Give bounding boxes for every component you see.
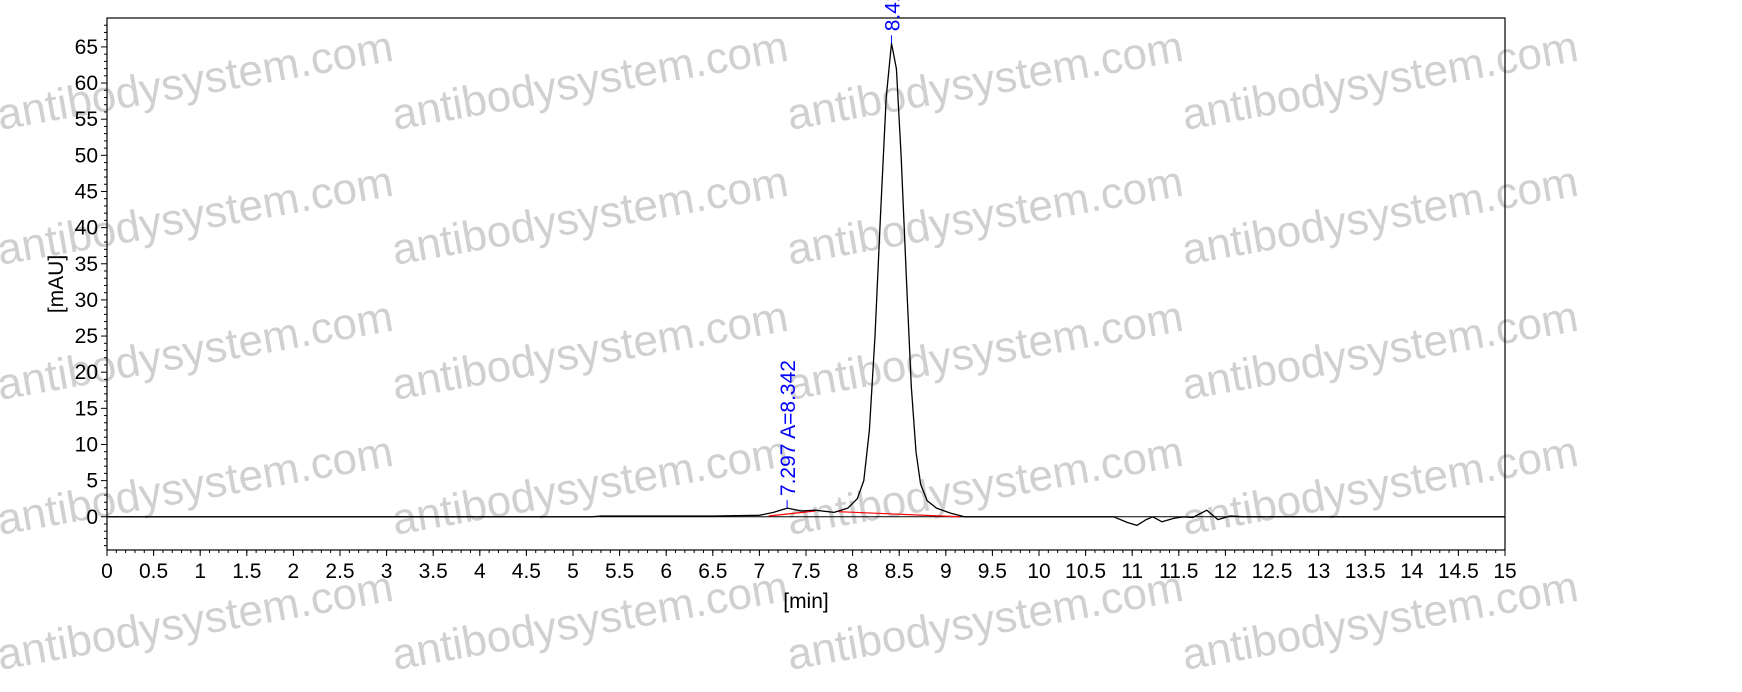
x-tick-label: 4 xyxy=(474,560,486,583)
watermark-text: antibodysystem.com xyxy=(1178,22,1581,140)
x-tick-label: 12.5 xyxy=(1252,560,1293,583)
y-tick-label: 0 xyxy=(86,506,98,529)
y-axis-label: [mAU] xyxy=(45,255,68,313)
watermark-text: antibodysystem.com xyxy=(388,427,791,545)
x-tick-label: 14 xyxy=(1400,560,1424,583)
y-tick-label: 45 xyxy=(75,180,98,203)
watermark-text: antibodysystem.com xyxy=(783,157,1186,275)
x-tick-label: 3.5 xyxy=(419,560,448,583)
x-tick-label: 11 xyxy=(1121,560,1143,583)
x-tick-label: 7 xyxy=(754,560,766,583)
x-tick-label: 12 xyxy=(1214,560,1237,583)
y-tick-label: 20 xyxy=(75,361,98,384)
x-tick-label: 14.5 xyxy=(1438,560,1479,583)
x-tick-label: 1.5 xyxy=(232,560,261,583)
x-tick-label: 6 xyxy=(660,560,672,583)
x-tick-label: 0.5 xyxy=(139,560,168,583)
x-tick-label: 5.5 xyxy=(605,560,634,583)
peak-label: 7.297 A=8.342 xyxy=(777,360,800,496)
x-tick-label: 5 xyxy=(567,560,579,583)
x-tick-label: 4.5 xyxy=(512,560,541,583)
x-tick-label: 3 xyxy=(381,560,393,583)
y-tick-label: 5 xyxy=(86,470,98,493)
y-tick-label: 40 xyxy=(75,217,98,240)
x-tick-label: 10.5 xyxy=(1065,560,1106,583)
y-tick-label: 35 xyxy=(75,253,98,276)
watermark-text: antibodysystem.com xyxy=(388,22,791,140)
y-tick-label: 60 xyxy=(75,72,98,95)
y-tick-label: 30 xyxy=(75,289,98,312)
peak-label: 8.417 A=1016.960 xyxy=(881,0,904,31)
watermark-text: antibodysystem.com xyxy=(388,157,791,275)
watermark-text: antibodysystem.com xyxy=(783,427,1186,545)
x-tick-label: 2 xyxy=(288,560,300,583)
integration-baseline xyxy=(768,510,816,517)
watermark-text: antibodysystem.com xyxy=(1178,427,1581,545)
watermark-text: antibodysystem.com xyxy=(0,427,397,545)
watermark-text: antibodysystem.com xyxy=(783,292,1186,410)
y-tick-label: 15 xyxy=(75,397,98,420)
y-tick-label: 65 xyxy=(75,36,98,59)
y-tick-label: 25 xyxy=(75,325,98,348)
y-tick-label: 10 xyxy=(75,433,98,456)
watermark-text: antibodysystem.com xyxy=(388,562,791,680)
x-tick-label: 9 xyxy=(940,560,952,583)
x-tick-label: 7.5 xyxy=(791,560,820,583)
x-tick-label: 10 xyxy=(1027,560,1050,583)
x-tick-label: 8 xyxy=(847,560,859,583)
x-tick-label: 15 xyxy=(1493,560,1516,583)
chromatogram-trace xyxy=(107,42,1505,527)
x-tick-label: 2.5 xyxy=(325,560,354,583)
x-tick-label: 0 xyxy=(101,560,113,583)
x-tick-label: 13 xyxy=(1307,560,1330,583)
y-tick-label: 55 xyxy=(75,108,98,131)
watermark-text: antibodysystem.com xyxy=(1178,157,1581,275)
x-tick-label: 6.5 xyxy=(698,560,727,583)
watermark-text: antibodysystem.com xyxy=(783,22,1186,140)
watermark-text: antibodysystem.com xyxy=(388,292,791,410)
x-tick-label: 13.5 xyxy=(1345,560,1386,583)
x-tick-label: 8.5 xyxy=(885,560,914,583)
x-axis-label: [min] xyxy=(783,590,829,613)
watermark-text: antibodysystem.com xyxy=(1178,292,1581,410)
y-tick-label: 50 xyxy=(75,144,98,167)
watermark-text: antibodysystem.com xyxy=(0,22,397,140)
x-tick-label: 9.5 xyxy=(978,560,1007,583)
x-tick-label: 11.5 xyxy=(1159,560,1198,583)
x-tick-label: 1 xyxy=(194,560,206,583)
integration-baseline xyxy=(838,511,960,518)
